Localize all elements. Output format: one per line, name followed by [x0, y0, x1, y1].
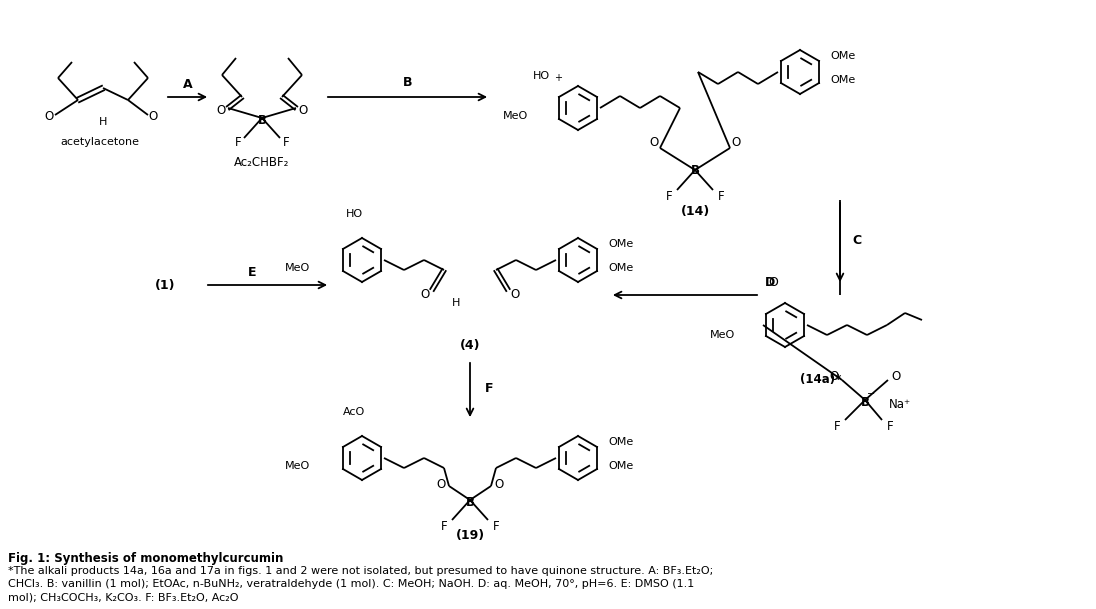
Text: Na⁺: Na⁺	[889, 398, 911, 412]
Text: B: B	[402, 76, 412, 88]
Text: MeO: MeO	[503, 111, 528, 121]
Text: D: D	[765, 275, 775, 289]
Text: F: F	[887, 420, 893, 432]
Text: mol); CH₃COCH₃, K₂CO₃. F: BF₃.Et₂O, Ac₂O: mol); CH₃COCH₃, K₂CO₃. F: BF₃.Et₂O, Ac₂O	[8, 592, 239, 602]
Text: CHCl₃. B: vanillin (1 mol); EtOAc, n-BuNH₂, veratraldehyde (1 mol). C: MeOH; NaO: CHCl₃. B: vanillin (1 mol); EtOAc, n-BuN…	[8, 579, 694, 589]
Text: OMe: OMe	[608, 461, 633, 471]
Text: O: O	[768, 276, 778, 289]
Text: MeO: MeO	[285, 263, 310, 273]
Text: C: C	[852, 233, 861, 247]
Text: (4): (4)	[459, 339, 480, 351]
Text: Ac₂CHBF₂: Ac₂CHBF₂	[235, 155, 289, 169]
Text: F: F	[441, 519, 447, 532]
Text: AcO: AcO	[343, 407, 365, 417]
Text: A: A	[183, 77, 192, 91]
Text: F: F	[486, 381, 493, 395]
Text: HO: HO	[345, 209, 363, 219]
Text: O: O	[421, 289, 430, 301]
Text: F: F	[493, 519, 500, 532]
Text: O: O	[216, 104, 226, 116]
Text: F: F	[834, 420, 841, 432]
Text: F: F	[235, 136, 241, 149]
Text: H: H	[452, 298, 460, 308]
Text: OMe: OMe	[608, 239, 633, 249]
Text: (14a)*: (14a)*	[800, 373, 842, 387]
Text: −: −	[867, 389, 875, 399]
Text: OMe: OMe	[608, 437, 633, 447]
Text: HO: HO	[533, 71, 550, 81]
Text: H: H	[99, 117, 107, 127]
Text: (14): (14)	[681, 205, 709, 219]
Text: O: O	[436, 477, 446, 490]
Text: *The alkali products 14a, 16a and 17a in figs. 1 and 2 were not isolated, but pr: *The alkali products 14a, 16a and 17a in…	[8, 566, 713, 576]
Text: F: F	[665, 189, 672, 203]
Text: MeO: MeO	[710, 330, 735, 340]
Text: (19): (19)	[456, 529, 484, 541]
Text: MeO: MeO	[285, 461, 310, 471]
Text: B: B	[258, 113, 266, 127]
Text: O: O	[830, 370, 838, 382]
Text: E: E	[248, 266, 256, 278]
Text: OMe: OMe	[608, 263, 633, 273]
Text: O: O	[148, 110, 158, 124]
Text: O: O	[298, 104, 308, 116]
Text: O: O	[494, 477, 504, 490]
Text: OMe: OMe	[830, 75, 855, 85]
Text: B: B	[690, 163, 699, 177]
Text: O: O	[649, 135, 659, 149]
Text: B: B	[466, 496, 475, 509]
Text: O: O	[511, 289, 520, 301]
Text: OMe: OMe	[830, 51, 855, 61]
Text: acetylacetone: acetylacetone	[60, 137, 139, 147]
Text: O: O	[731, 135, 741, 149]
Text: +: +	[553, 73, 562, 83]
Text: B: B	[860, 395, 869, 409]
Text: F: F	[283, 136, 289, 149]
Text: O: O	[44, 110, 54, 124]
Text: (1): (1)	[155, 278, 175, 292]
Text: O: O	[891, 370, 901, 382]
Text: F: F	[718, 189, 724, 203]
Text: Fig. 1: Synthesis of monomethylcurcumin: Fig. 1: Synthesis of monomethylcurcumin	[8, 552, 284, 565]
